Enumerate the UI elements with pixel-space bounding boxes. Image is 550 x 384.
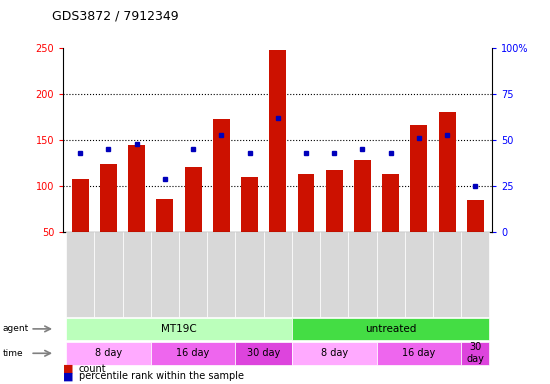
Bar (72, 179, 89, 232)
Text: MT19C: MT19C (161, 324, 197, 334)
Bar (241, 177, 258, 232)
Text: 30 day: 30 day (247, 348, 280, 358)
Bar (156, 199, 173, 232)
Text: percentile rank within the sample: percentile rank within the sample (79, 371, 244, 381)
Text: GDS3872 / 7912349: GDS3872 / 7912349 (52, 10, 179, 23)
Text: 16 day: 16 day (402, 348, 436, 358)
Text: 30
day: 30 day (466, 343, 484, 364)
Bar (100, 164, 117, 232)
Bar (298, 174, 315, 232)
Text: ■: ■ (63, 364, 74, 374)
Bar (128, 145, 145, 232)
Bar (213, 119, 230, 232)
Text: time: time (3, 349, 23, 358)
Text: agent: agent (3, 324, 29, 333)
Text: count: count (79, 364, 106, 374)
Bar (354, 161, 371, 232)
Bar (382, 174, 399, 232)
Bar (438, 112, 455, 232)
Bar (467, 200, 484, 232)
Bar (185, 167, 201, 232)
Text: 8 day: 8 day (95, 348, 122, 358)
Text: ■: ■ (63, 371, 74, 381)
Text: 8 day: 8 day (321, 348, 348, 358)
Text: 16 day: 16 day (177, 348, 210, 358)
Bar (270, 50, 286, 232)
Bar (410, 126, 427, 232)
Text: untreated: untreated (365, 324, 416, 334)
Bar (326, 170, 343, 232)
